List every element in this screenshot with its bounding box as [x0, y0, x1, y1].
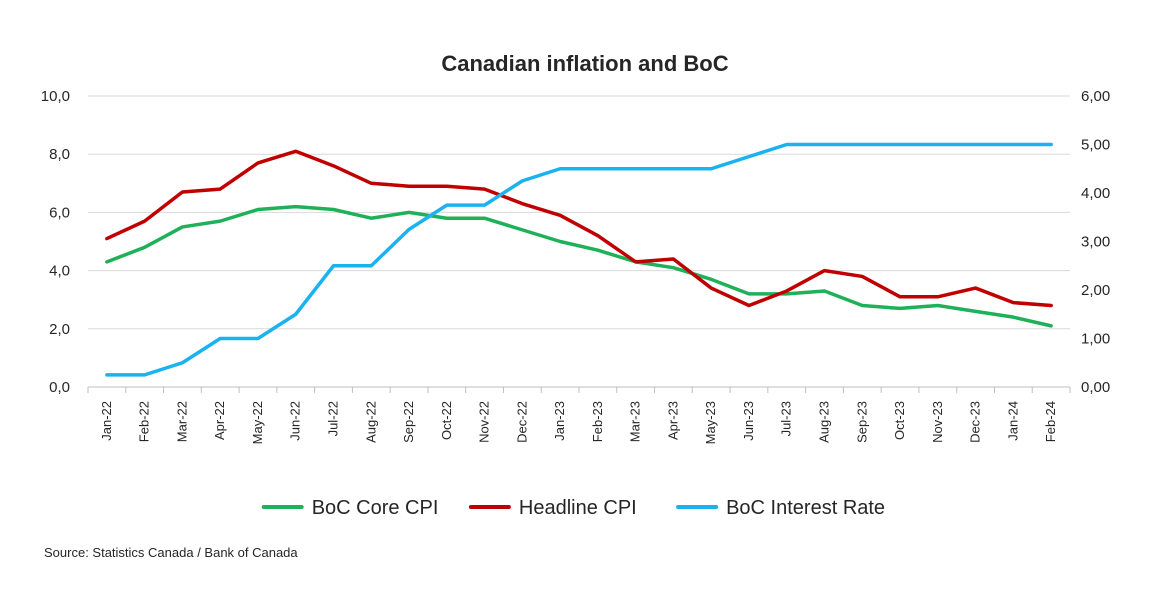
- x-tick-label: Feb-22: [137, 401, 152, 442]
- legend-label-boc-core-cpi: BoC Core CPI: [312, 497, 439, 519]
- x-axis: Jan-22 Feb-22 Mar-22 Apr-22 May-22 Jun-22 Jul-…: [87, 386, 1071, 444]
- series-line-headline-cpi: [105, 149, 1053, 308]
- x-tick-label: Jan-24: [1005, 401, 1020, 441]
- left-tick-label: 10,0: [41, 88, 70, 105]
- x-tick-label: Mar-23: [628, 401, 643, 442]
- right-tick-label: 5,00: [1081, 137, 1110, 154]
- left-tick-label: 4,0: [49, 263, 70, 280]
- x-tick-label: Feb-24: [1043, 401, 1058, 442]
- x-tick-label: Mar-22: [174, 401, 189, 442]
- left-tick-label: 2,0: [49, 321, 70, 338]
- x-tick-label: Sep-22: [401, 401, 416, 443]
- x-tick-label: Apr-23: [665, 401, 680, 440]
- x-tick-label: May-22: [250, 401, 265, 444]
- legend-label-boc-interest-rate: BoC Interest Rate: [726, 497, 885, 519]
- right-tick-label: 6,00: [1081, 88, 1110, 105]
- x-tick-label: Dec-22: [514, 401, 529, 443]
- x-tick-label: Sep-23: [854, 401, 869, 443]
- x-tick-label: Dec-23: [968, 401, 983, 443]
- right-tick-label: 4,00: [1081, 185, 1110, 202]
- gridlines: [88, 95, 1070, 330]
- x-tick-label: Jun-22: [288, 401, 303, 441]
- right-tick-label: 0,00: [1081, 379, 1110, 396]
- x-tick-label: Oct-22: [439, 401, 454, 440]
- series-line-boc-core-cpi: [105, 204, 1053, 328]
- x-tick-label: Jun-23: [741, 401, 756, 441]
- legend-label-headline-cpi: Headline CPI: [519, 497, 637, 519]
- x-tick-label: Oct-23: [892, 401, 907, 440]
- left-axis: 0,0 2,0 4,0 6,0 8,0 10,0: [41, 88, 70, 396]
- left-tick-label: 0,0: [49, 379, 70, 396]
- source-note: Source: Statistics Canada / Bank of Cana…: [44, 545, 298, 560]
- x-tick-label: Jan-23: [552, 401, 567, 441]
- x-tick-label: Feb-23: [590, 401, 605, 442]
- x-tick-label: Aug-23: [817, 401, 832, 443]
- series-lines: [105, 142, 1053, 377]
- x-tick-label: May-23: [703, 401, 718, 444]
- legend: BoC Core CPI Headline CPI BoC Interest Rat…: [261, 497, 885, 519]
- x-tick-label: Aug-22: [363, 401, 378, 443]
- series-line-boc-interest-rate: [105, 142, 1053, 377]
- x-tick-label: Nov-23: [930, 401, 945, 443]
- x-tick-label: Nov-22: [477, 401, 492, 443]
- right-axis: 0,00 1,00 2,00 3,00 4,00 5,00 6,00: [1081, 88, 1110, 396]
- x-tick-label: Apr-22: [212, 401, 227, 440]
- left-tick-label: 6,0: [49, 204, 70, 221]
- right-tick-label: 3,00: [1081, 234, 1110, 251]
- x-tick-label: Jul-22: [326, 401, 341, 436]
- x-tick-label: Jan-22: [99, 401, 114, 441]
- left-tick-label: 8,0: [49, 146, 70, 163]
- chart-title: Canadian inflation and BoC: [441, 51, 728, 76]
- right-tick-label: 2,00: [1081, 282, 1110, 299]
- right-tick-label: 1,00: [1081, 331, 1110, 348]
- x-tick-label: Jul-23: [779, 401, 794, 436]
